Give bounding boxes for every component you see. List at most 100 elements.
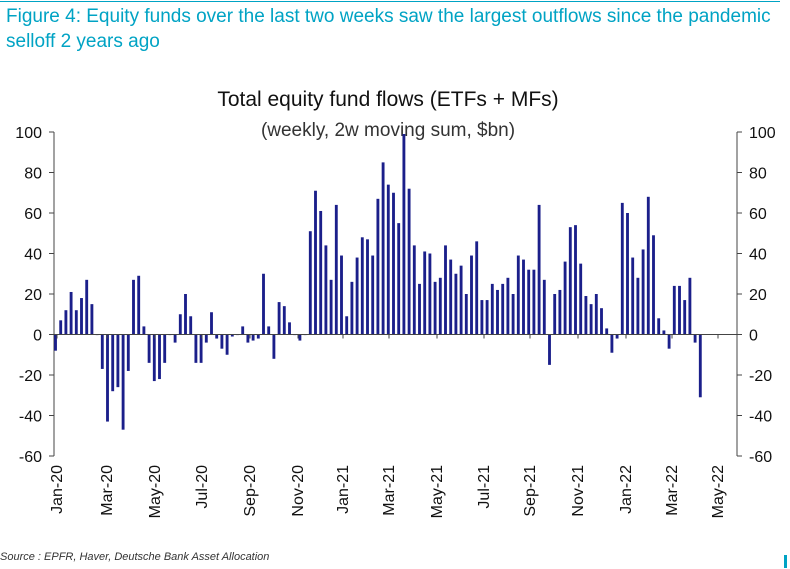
bar	[106, 334, 109, 422]
bar	[54, 334, 57, 351]
bar	[412, 245, 416, 335]
bar	[80, 298, 83, 335]
x-axis: Jan-20 Mar-20 May-20 Jul-20 Sep-20 Nov-20 Jan-…	[49, 334, 737, 518]
bar	[449, 259, 453, 335]
bar	[308, 231, 312, 335]
bar	[319, 210, 323, 335]
bar	[194, 334, 198, 363]
bar	[506, 277, 510, 335]
bar	[360, 237, 364, 335]
bar	[579, 263, 583, 335]
bar	[340, 255, 343, 335]
bar	[548, 334, 551, 365]
bar	[376, 198, 380, 335]
x-tick-label: Mar-21	[381, 465, 398, 516]
bar	[620, 202, 624, 335]
bar	[558, 289, 562, 335]
x-tick-label: May-21	[429, 465, 446, 518]
left-y-tick-label: 40	[24, 247, 42, 264]
bar	[600, 308, 603, 335]
bar	[542, 279, 546, 335]
bar	[610, 334, 614, 353]
bar	[553, 294, 557, 335]
left-y-tick-label: -40	[19, 409, 42, 426]
bar	[163, 334, 167, 363]
bar	[100, 334, 104, 369]
bar	[173, 334, 177, 343]
bar	[215, 334, 219, 339]
bar	[126, 334, 130, 371]
bar	[438, 277, 442, 335]
bar	[241, 326, 245, 335]
bar	[59, 320, 63, 335]
bar	[470, 255, 473, 335]
bar	[563, 261, 567, 335]
bar	[459, 265, 463, 335]
bar	[475, 241, 479, 335]
bar	[522, 259, 525, 335]
bar	[314, 190, 317, 335]
bar	[662, 330, 666, 335]
chart-title: Total equity fund flows (ETFs + MFs)	[217, 88, 558, 111]
x-tick-label: Jan-22	[618, 465, 635, 514]
bar	[334, 204, 338, 335]
bar	[532, 269, 536, 335]
left-y-tick-label: -20	[19, 368, 42, 385]
bar	[142, 326, 146, 335]
bar	[137, 275, 141, 335]
bar	[204, 334, 208, 343]
bar	[693, 334, 697, 343]
bar	[646, 196, 650, 335]
bar	[490, 283, 494, 335]
corner-mark	[784, 555, 787, 568]
bar	[371, 255, 375, 335]
bar	[366, 239, 369, 335]
bar	[121, 334, 125, 430]
bar	[350, 281, 354, 335]
bar	[615, 334, 619, 339]
left-y-tick-label: 20	[24, 287, 42, 304]
x-tick-label: Nov-21	[570, 465, 587, 517]
bars	[54, 134, 702, 430]
chart-subtitle: (weekly, 2w moving sum, $bn)	[261, 120, 515, 141]
bar	[589, 304, 593, 335]
bar	[178, 314, 182, 335]
y-axes: 100 100 80 80 60 60 40 40 20 20 0 0 -20 -20 -40 -40 -60 -…	[15, 125, 776, 466]
bar	[537, 204, 541, 335]
bar	[74, 310, 78, 335]
bar	[256, 334, 260, 339]
bar	[282, 306, 286, 335]
x-tick-label: May-22	[710, 465, 727, 518]
bar	[272, 334, 276, 359]
bar	[152, 334, 156, 382]
left-y-tick-label: 0	[33, 328, 42, 345]
right-y-tick-label: -40	[749, 409, 772, 426]
bar	[584, 296, 588, 335]
bar	[574, 225, 577, 335]
bar	[454, 273, 458, 335]
bar	[698, 334, 702, 398]
left-y-tick-label: -60	[19, 449, 42, 466]
bar	[199, 334, 203, 363]
bar	[116, 334, 120, 388]
bar	[631, 257, 635, 335]
bar	[428, 253, 432, 335]
caption-rule	[0, 1, 780, 2]
bar	[407, 188, 411, 335]
bar	[501, 283, 505, 335]
bar	[402, 134, 406, 335]
bar	[511, 294, 515, 335]
bar	[386, 184, 390, 335]
bar	[69, 291, 73, 335]
bar	[329, 279, 333, 335]
x-tick-label: Jan-21	[335, 465, 352, 514]
bar	[355, 257, 359, 335]
right-y-tick-label: 20	[749, 287, 767, 304]
bar	[397, 223, 401, 335]
right-y-tick-label: 80	[749, 166, 767, 183]
x-tick-label: Jan-20	[49, 465, 66, 514]
right-y-tick-label: 100	[749, 125, 776, 142]
bar	[158, 334, 161, 380]
bar	[672, 285, 676, 335]
